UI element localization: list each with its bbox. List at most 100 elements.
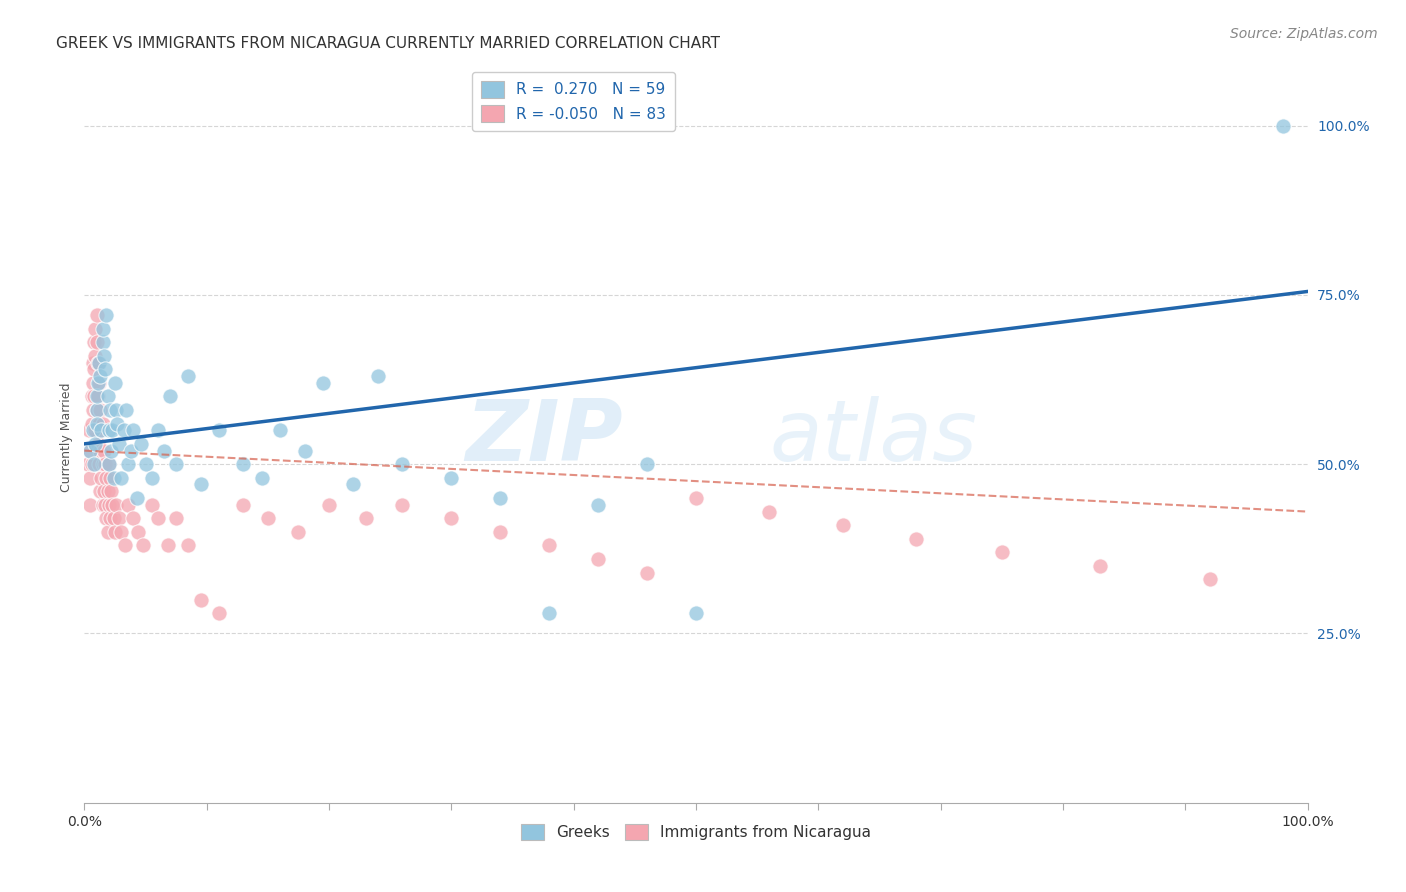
Point: [91, 498, 114, 512]
Point: [232, 457, 254, 471]
Point: [269, 423, 291, 437]
Point: [86, 403, 108, 417]
Point: [84, 437, 107, 451]
Point: [94, 457, 117, 471]
Point: [89, 369, 111, 384]
Point: [141, 498, 163, 512]
Point: [391, 457, 413, 471]
Point: [120, 443, 142, 458]
Point: [94, 362, 117, 376]
Point: [96, 471, 118, 485]
Point: [84, 349, 107, 363]
Point: [114, 538, 136, 552]
Point: [112, 423, 135, 437]
Point: [79, 471, 101, 485]
Point: [77, 423, 100, 437]
Point: [79, 443, 101, 458]
Point: [905, 532, 928, 546]
Point: [104, 376, 127, 390]
Point: [132, 538, 155, 552]
Point: [1088, 558, 1111, 573]
Point: [94, 498, 117, 512]
Point: [82, 355, 104, 369]
Point: [685, 606, 707, 620]
Point: [82, 376, 104, 390]
Point: [82, 423, 104, 437]
Point: [105, 417, 128, 431]
Point: [86, 335, 108, 350]
Point: [87, 457, 110, 471]
Point: [77, 457, 100, 471]
Point: [90, 471, 112, 485]
Point: [110, 524, 132, 539]
Point: [97, 524, 120, 539]
Point: [83, 335, 105, 350]
Point: [440, 511, 463, 525]
Point: [98, 511, 121, 525]
Point: [83, 389, 105, 403]
Point: [83, 457, 105, 471]
Point: [146, 511, 169, 525]
Point: [165, 457, 187, 471]
Point: [586, 552, 609, 566]
Point: [122, 511, 145, 525]
Point: [97, 457, 120, 471]
Text: Source: ZipAtlas.com: Source: ZipAtlas.com: [1230, 27, 1378, 41]
Point: [208, 423, 231, 437]
Point: [129, 437, 152, 451]
Point: [257, 511, 280, 525]
Point: [91, 417, 114, 431]
Point: [538, 538, 561, 552]
Text: atlas: atlas: [769, 395, 977, 479]
Point: [97, 498, 120, 512]
Point: [141, 471, 163, 485]
Point: [96, 511, 118, 525]
Point: [156, 538, 179, 552]
Point: [97, 484, 120, 499]
Point: [135, 457, 157, 471]
Point: [91, 457, 114, 471]
Y-axis label: Currently Married: Currently Married: [60, 383, 73, 491]
Point: [117, 457, 139, 471]
Point: [89, 484, 111, 499]
Point: [208, 606, 231, 620]
Point: [1198, 572, 1220, 586]
Point: [97, 423, 120, 437]
Point: [87, 355, 110, 369]
Point: [87, 376, 110, 390]
Point: [127, 524, 149, 539]
Point: [82, 403, 104, 417]
Point: [831, 518, 853, 533]
Point: [636, 457, 658, 471]
Point: [87, 437, 110, 451]
Point: [342, 477, 364, 491]
Text: GREEK VS IMMIGRANTS FROM NICARAGUA CURRENTLY MARRIED CORRELATION CHART: GREEK VS IMMIGRANTS FROM NICARAGUA CURRE…: [56, 36, 720, 51]
Point: [84, 423, 107, 437]
Point: [115, 403, 138, 417]
Point: [87, 376, 110, 390]
Point: [318, 498, 340, 512]
Point: [391, 498, 413, 512]
Point: [79, 443, 101, 458]
Point: [98, 471, 121, 485]
Point: [122, 423, 145, 437]
Point: [89, 443, 111, 458]
Point: [367, 369, 389, 384]
Point: [312, 376, 335, 390]
Point: [758, 505, 780, 519]
Point: [685, 491, 707, 505]
Point: [125, 491, 148, 505]
Point: [159, 389, 181, 403]
Point: [105, 403, 128, 417]
Point: [440, 471, 463, 485]
Point: [79, 498, 101, 512]
Point: [96, 308, 118, 322]
Point: [107, 511, 129, 525]
Point: [84, 322, 107, 336]
Point: [177, 369, 200, 384]
Point: [177, 538, 200, 552]
Point: [93, 484, 115, 499]
Point: [294, 443, 316, 458]
Point: [538, 606, 561, 620]
Point: [97, 389, 120, 403]
